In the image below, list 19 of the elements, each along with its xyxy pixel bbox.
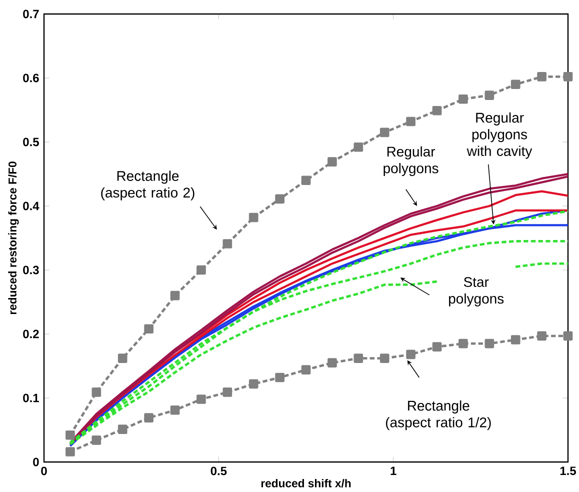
x-tick-label: 1	[390, 466, 396, 475]
y-tick-label: 0.3	[23, 266, 39, 274]
annotation: Regular polygons with cavity	[466, 112, 532, 159]
y-tick-label: 0.1	[23, 394, 39, 402]
x-tick-label: 0.5	[210, 466, 227, 476]
annotation: Rectangle (aspect ratio 2)	[101, 170, 194, 200]
y-tick-label: 0.5	[23, 138, 39, 146]
y-tick-label: 0.6	[23, 74, 39, 82]
y-tick-label: 0	[33, 458, 39, 466]
y-tick-label: 0.4	[23, 202, 40, 210]
annotation: Regular polygons	[384, 146, 438, 176]
x-tick-label: 1.5	[560, 466, 576, 476]
y-axis-title: reduced restoring force F/F0	[8, 162, 19, 314]
y-tick-label: 0.2	[23, 330, 39, 338]
x-tick-label: 0	[41, 466, 47, 476]
y-tick-label: 0.7	[23, 10, 39, 18]
annotation: Star polygons	[449, 277, 504, 306]
x-axis-title: reduced shift x/h	[261, 479, 351, 488]
annotation: Rectangle (aspect ratio 1/2)	[386, 400, 491, 430]
